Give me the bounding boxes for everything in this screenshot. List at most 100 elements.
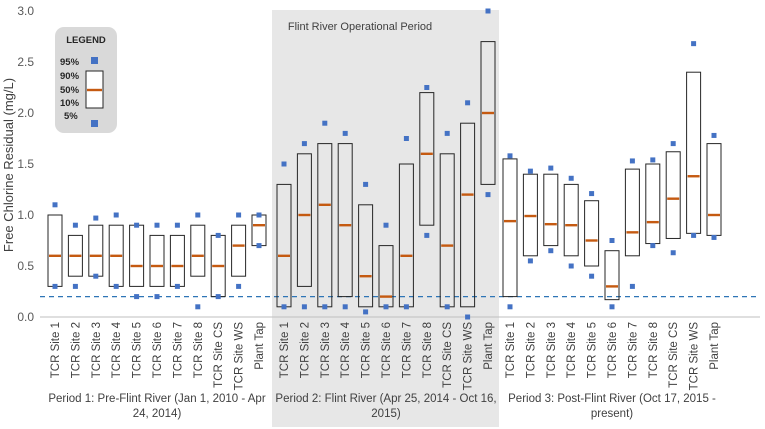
p95-marker xyxy=(650,157,656,163)
y-tick-label: 1.0 xyxy=(17,208,34,222)
category-label: TCR Site 2 xyxy=(70,322,82,378)
p5-marker xyxy=(322,304,328,310)
category-label: TCR Site CS xyxy=(213,322,225,388)
p95-marker xyxy=(589,191,595,197)
box-body xyxy=(543,173,559,247)
box-body xyxy=(563,183,579,257)
category-label: TCR Site 2 xyxy=(525,322,537,378)
period-labels: Period 1: Pre-Flint River (Jan 1, 2010 -… xyxy=(48,393,716,420)
p5-marker xyxy=(527,258,533,264)
category-label: TCR Site WS xyxy=(463,322,475,391)
p95-marker xyxy=(609,238,615,243)
box-body xyxy=(480,41,496,185)
box-series xyxy=(47,8,722,320)
box-tcr-site-4 xyxy=(337,130,353,310)
box-body xyxy=(276,183,292,308)
y-tick-label: 0.5 xyxy=(17,259,34,273)
box-tcr-site-7 xyxy=(624,158,640,289)
box-tcr-site-ws xyxy=(686,41,702,238)
category-label: TCR Site 3 xyxy=(91,322,103,378)
p95-marker xyxy=(527,168,533,174)
box-body xyxy=(706,143,722,236)
box-plant-tap xyxy=(480,8,496,198)
box-tcr-site-5 xyxy=(129,222,145,300)
period-label: Period 2: Flint River (Apr 25, 2014 - Oc… xyxy=(275,393,496,405)
p95-marker xyxy=(485,8,491,14)
box-body xyxy=(645,163,661,245)
category-label: TCR Site 4 xyxy=(111,321,123,378)
p95-marker xyxy=(215,232,221,238)
period-label: Period 1: Pre-Flint River (Jan 1, 2010 -… xyxy=(48,393,265,405)
p5-marker xyxy=(650,243,656,249)
box-body xyxy=(296,153,312,287)
p5-marker xyxy=(609,304,615,310)
box-tcr-site-1 xyxy=(276,161,292,310)
box-body xyxy=(190,224,206,277)
box-tcr-site-cs xyxy=(439,130,455,310)
legend-label-50: 50% xyxy=(60,85,80,96)
box-tcr-site-5 xyxy=(358,181,374,315)
category-label: TCR Site 1 xyxy=(50,322,62,378)
legend-label-10: 10% xyxy=(60,98,80,109)
period-label-continued: present) xyxy=(591,408,633,420)
box-tcr-site-3 xyxy=(543,165,559,254)
box-tcr-site-2 xyxy=(67,222,83,289)
box-tcr-site-7 xyxy=(169,222,185,289)
box-tcr-site-cs xyxy=(210,232,226,300)
legend-marker-95 xyxy=(91,57,98,64)
p5-marker xyxy=(195,304,201,310)
p5-marker xyxy=(507,304,513,310)
p5-marker xyxy=(154,294,160,300)
legend: LEGEND 95% 90% 50% 10% 5% xyxy=(55,27,117,133)
box-body xyxy=(169,234,185,287)
p5-marker xyxy=(134,294,140,300)
p95-marker xyxy=(195,212,201,218)
y-axis-label: Free Chlorine Residual (mg/L) xyxy=(1,78,16,252)
p95-marker xyxy=(301,141,307,147)
box-plant-tap xyxy=(251,212,267,249)
box-tcr-site-4 xyxy=(108,212,124,289)
category-label: TCR Site WS xyxy=(689,322,701,391)
p5-marker xyxy=(52,283,58,289)
p95-marker xyxy=(383,222,389,228)
category-label: TCR Site 1 xyxy=(279,322,291,378)
period-label: Period 3: Post-Flint River (Oct 17, 2015… xyxy=(508,393,716,405)
y-tick-label: 2.0 xyxy=(17,106,34,120)
category-label: TCR Site 7 xyxy=(627,322,639,378)
category-label: Plant Tap xyxy=(483,322,495,370)
category-label: TCR Site 5 xyxy=(361,322,373,378)
p95-marker xyxy=(154,222,160,228)
category-label: TCR Site 8 xyxy=(422,322,434,378)
category-label: TCR Site 6 xyxy=(152,322,164,378)
box-body xyxy=(419,92,435,226)
box-tcr-site-8 xyxy=(645,157,661,249)
box-tcr-site-3 xyxy=(317,120,333,310)
p95-marker xyxy=(507,153,513,159)
p95-marker xyxy=(403,136,409,141)
box-tcr-site-7 xyxy=(398,136,414,310)
box-body xyxy=(398,163,414,308)
category-labels: TCR Site 1 TCR Site 2 TCR Site 3 TCR Site 4… xyxy=(50,321,721,390)
box-body xyxy=(149,234,165,287)
box-body xyxy=(686,71,702,234)
p5-marker xyxy=(215,294,221,300)
category-label: TCR Site 5 xyxy=(587,322,599,378)
p95-marker xyxy=(363,181,369,187)
p5-marker xyxy=(589,273,595,279)
p95-marker xyxy=(691,41,697,47)
box-tcr-site-1 xyxy=(47,202,63,289)
p5-marker xyxy=(342,304,348,310)
p5-marker xyxy=(691,232,697,238)
category-label: TCR Site CS xyxy=(442,322,454,388)
p5-marker xyxy=(711,234,717,240)
box-tcr-site-6 xyxy=(149,222,165,300)
category-label: TCR Site 7 xyxy=(401,322,413,378)
p5-marker xyxy=(236,283,242,289)
p95-marker xyxy=(93,215,99,221)
box-tcr-site-ws xyxy=(460,100,476,320)
shaded-period-title: Flint River Operational Period xyxy=(288,21,432,33)
p95-marker xyxy=(322,120,328,126)
box-tcr-site-1 xyxy=(502,153,518,310)
y-axis: 0.0 0.5 1.0 1.5 2.0 2.5 3.0 xyxy=(17,4,34,324)
